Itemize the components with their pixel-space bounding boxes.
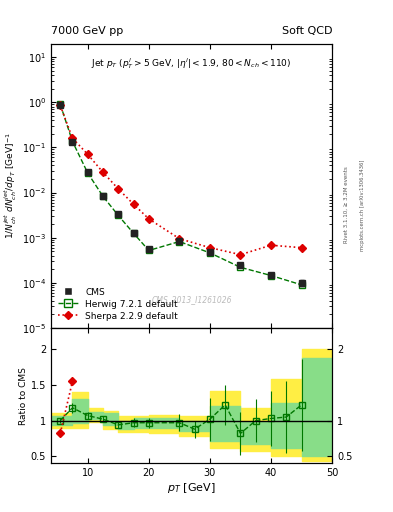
Text: Jet $p_T$ ($p_T^l$$>$5 GeV, $|\eta^l|$$<$1.9, 80$<$$N_{ch}$$<$110): Jet $p_T$ ($p_T^l$$>$5 GeV, $|\eta^l|$$<… <box>92 56 292 71</box>
Text: 7000 GeV pp: 7000 GeV pp <box>51 27 123 36</box>
Text: CMS_2013_I1261026: CMS_2013_I1261026 <box>151 295 232 304</box>
Legend: CMS, Herwig 7.2.1 default, Sherpa 2.2.9 default: CMS, Herwig 7.2.1 default, Sherpa 2.2.9 … <box>55 285 181 324</box>
Y-axis label: $1/N_{ch}^{jet}$ $dN_{ch}^{jet}/dp_T$ [GeV]$^{-1}$: $1/N_{ch}^{jet}$ $dN_{ch}^{jet}/dp_T$ [G… <box>3 132 19 239</box>
X-axis label: $p_T$ [GeV]: $p_T$ [GeV] <box>167 481 216 495</box>
Text: Soft QCD: Soft QCD <box>282 27 332 36</box>
Text: mcplots.cern.ch [arXiv:1306.3436]: mcplots.cern.ch [arXiv:1306.3436] <box>360 159 365 250</box>
Text: Rivet 3.1.10, ≥ 3.2M events: Rivet 3.1.10, ≥ 3.2M events <box>344 166 349 243</box>
Y-axis label: Ratio to CMS: Ratio to CMS <box>19 367 28 424</box>
